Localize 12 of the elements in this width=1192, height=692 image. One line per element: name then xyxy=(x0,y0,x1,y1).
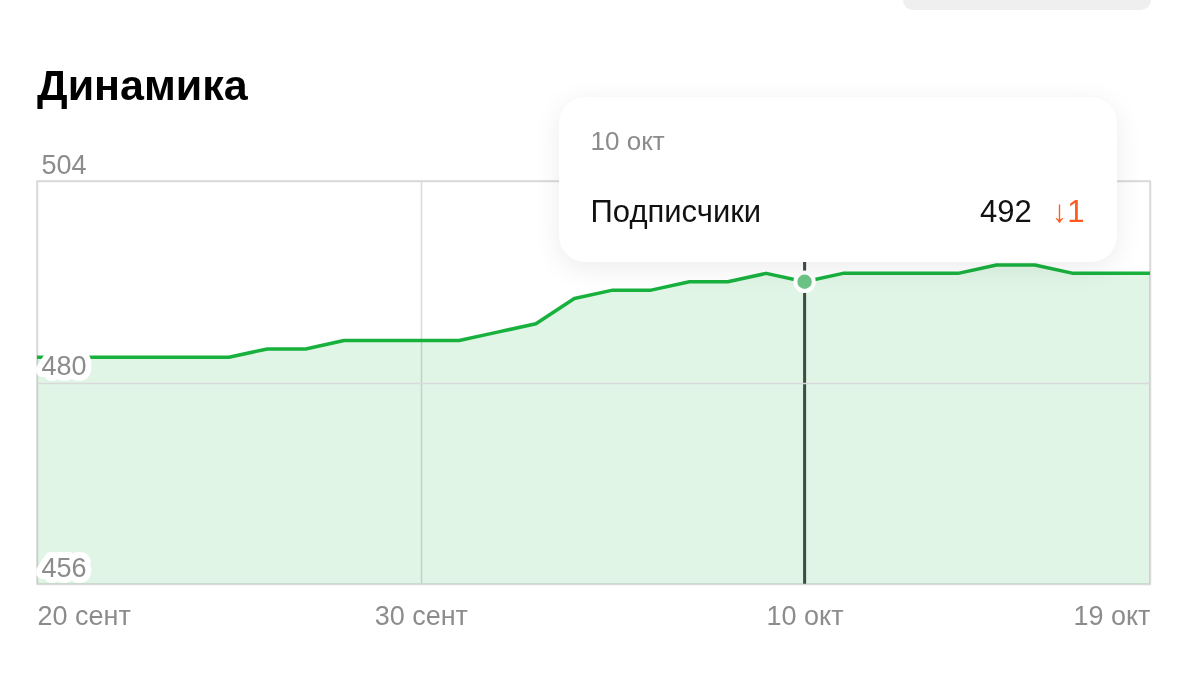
x-tick-label: 20 сент xyxy=(37,600,131,631)
x-tick-label: 19 окт xyxy=(1073,600,1151,631)
annotation: Подписчики xyxy=(590,194,762,230)
tooltip-card: 10 окт Подписчики 492 ↓1 xyxy=(558,97,1117,262)
y-tick-label: 480 xyxy=(41,351,87,381)
x-tick-label: 30 сент xyxy=(374,600,468,631)
y-tick-label: 456 xyxy=(41,552,87,583)
x-tick-label: 10 окт xyxy=(766,600,844,631)
annotation: 492 xyxy=(980,194,1032,230)
y-tick-label: 504 xyxy=(41,149,87,180)
annotation: ↓1 xyxy=(1051,194,1085,230)
chart-title: Динамика xyxy=(37,61,249,109)
